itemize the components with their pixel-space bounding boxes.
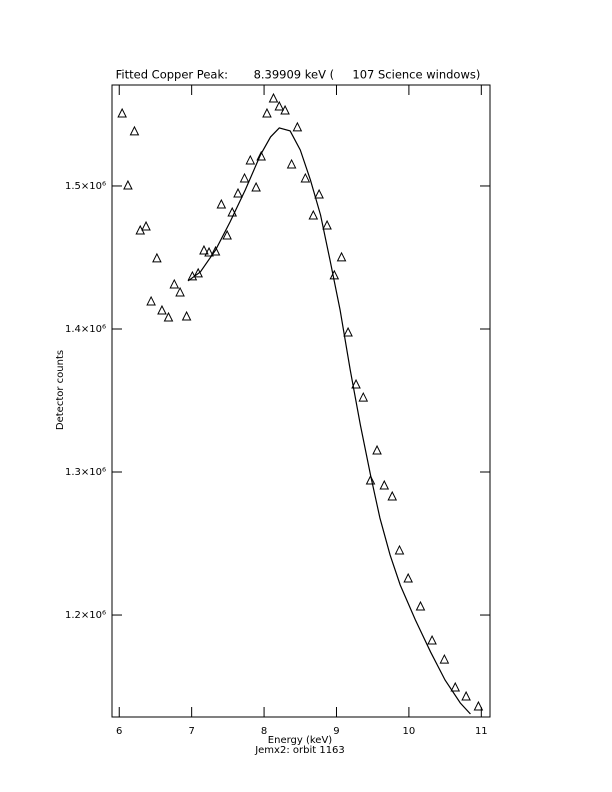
data-point <box>157 304 167 315</box>
data-point <box>439 653 450 664</box>
y-tick-label: 1.4×10⁶ <box>65 324 106 335</box>
x-axis-label: Energy (keV) <box>268 735 333 746</box>
data-point <box>329 269 340 280</box>
x-tick-label: 9 <box>333 726 339 737</box>
data-point <box>193 267 203 278</box>
data-point <box>199 244 209 255</box>
data-point <box>152 252 162 263</box>
y-tick-label: 1.3×10⁶ <box>65 467 106 478</box>
data-point <box>450 681 461 692</box>
data-point <box>473 700 484 711</box>
data-point <box>365 474 376 485</box>
y-axis-label: Detector counts <box>55 350 66 430</box>
data-point <box>239 172 250 183</box>
data-point <box>123 179 133 190</box>
data-point <box>286 158 297 169</box>
data-point <box>387 490 398 501</box>
fit-line <box>187 127 471 715</box>
data-point <box>245 154 256 165</box>
data-point <box>394 544 405 555</box>
data-point <box>461 690 471 701</box>
data-point <box>343 326 353 337</box>
data-point <box>351 378 361 389</box>
data-point <box>251 181 261 192</box>
chart-title: Fitted Copper Peak: 8.39909 keV ( 107 Sc… <box>116 68 481 82</box>
data-point <box>415 600 426 611</box>
data-point <box>169 278 180 289</box>
data-point <box>181 310 192 321</box>
plot-frame <box>111 84 491 718</box>
data-point <box>262 107 272 118</box>
data-point <box>379 479 390 490</box>
data-point <box>322 219 332 230</box>
subtitle: Jemx2: orbit 1163 <box>254 745 345 756</box>
x-tick-label: 6 <box>116 726 122 737</box>
data-point <box>280 104 290 115</box>
data-point <box>274 100 285 111</box>
data-point <box>403 572 413 583</box>
data-point <box>427 634 437 645</box>
data-point <box>268 92 279 103</box>
data-point <box>336 251 347 262</box>
data-point <box>141 220 151 231</box>
data-point <box>233 187 243 198</box>
data-point <box>210 245 221 256</box>
y-tick-label: 1.5×10⁶ <box>65 181 106 192</box>
data-point <box>175 286 185 297</box>
data-point <box>292 121 303 132</box>
data-point <box>358 391 369 402</box>
plot-area <box>117 92 484 715</box>
x-tick-label: 11 <box>475 726 488 737</box>
data-point <box>308 209 319 220</box>
data-point <box>256 150 266 161</box>
data-point <box>117 107 127 118</box>
data-point <box>314 188 324 199</box>
x-tick-label: 8 <box>261 726 267 737</box>
y-tick-label: 1.2×10⁶ <box>65 610 106 621</box>
data-point <box>163 311 174 322</box>
x-tick-label: 7 <box>188 726 194 737</box>
data-point <box>222 229 232 240</box>
data-point <box>300 172 311 183</box>
data-point <box>129 125 140 136</box>
data-point <box>204 246 214 257</box>
data-point <box>216 198 227 209</box>
data-point <box>372 444 382 455</box>
x-tick-label: 10 <box>403 726 416 737</box>
data-point <box>146 295 156 306</box>
